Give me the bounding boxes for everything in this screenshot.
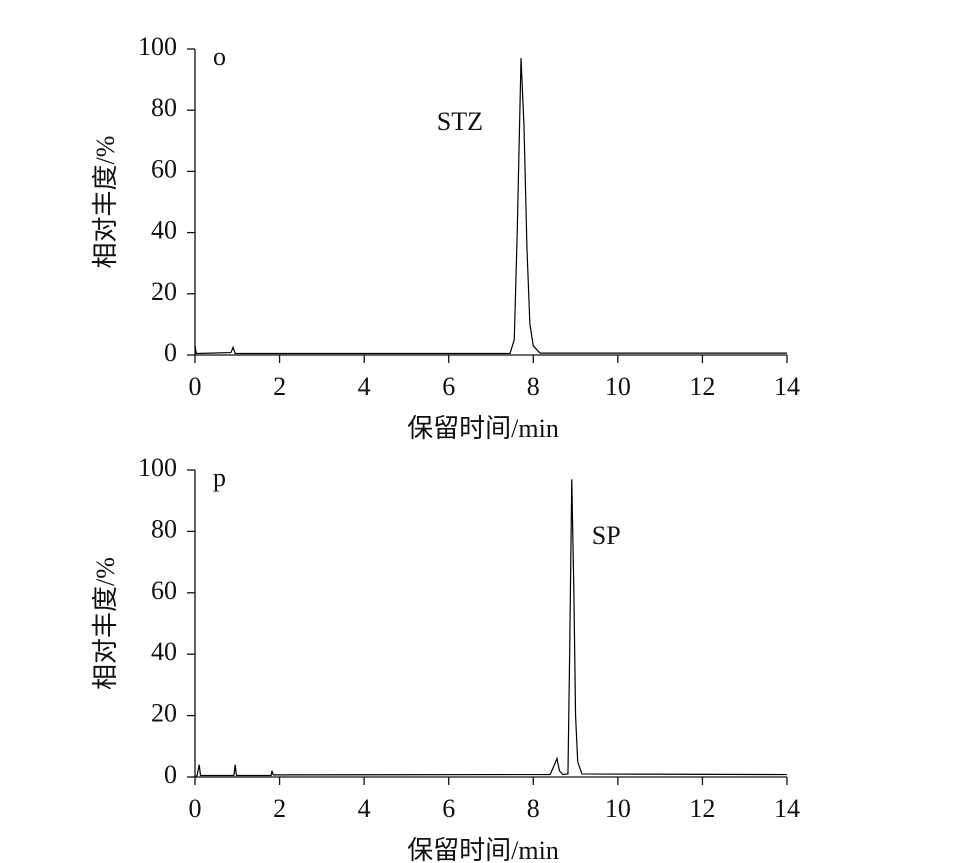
x-axis-label: 保留时间/min	[407, 414, 559, 443]
y-axis-label: 相对丰度/%	[91, 136, 120, 269]
y-tick-label: 80	[151, 93, 177, 122]
x-tick-label: 6	[442, 372, 455, 401]
x-tick-label: 10	[605, 372, 631, 401]
x-tick-label: 2	[273, 372, 286, 401]
y-tick-label: 60	[151, 576, 177, 605]
x-tick-label: 0	[189, 372, 202, 401]
x-tick-label: 10	[605, 794, 631, 823]
x-tick-label: 12	[689, 372, 715, 401]
y-tick-label: 20	[151, 277, 177, 306]
y-tick-label: 0	[164, 338, 177, 367]
x-tick-label: 8	[527, 372, 540, 401]
x-axis-label: 保留时间/min	[407, 836, 559, 863]
y-tick-label: 40	[151, 216, 177, 245]
x-tick-label: 4	[358, 794, 371, 823]
y-tick-label: 40	[151, 637, 177, 666]
panel-label: o	[213, 42, 226, 71]
peak-annotation: SP	[592, 521, 621, 550]
x-tick-label: 14	[774, 794, 800, 823]
x-tick-label: 8	[527, 794, 540, 823]
y-axis-label: 相对丰度/%	[91, 557, 120, 690]
x-tick-label: 14	[774, 372, 800, 401]
x-tick-label: 2	[273, 794, 286, 823]
chromatogram-line	[194, 479, 788, 778]
panel-label: p	[213, 463, 226, 492]
y-tick-label: 100	[138, 453, 177, 482]
x-tick-label: 0	[189, 794, 202, 823]
x-tick-label: 12	[689, 794, 715, 823]
y-tick-label: 60	[151, 154, 177, 183]
y-tick-label: 20	[151, 699, 177, 728]
x-tick-label: 6	[442, 794, 455, 823]
y-tick-label: 0	[164, 760, 177, 789]
x-tick-label: 4	[358, 372, 371, 401]
y-tick-label: 80	[151, 514, 177, 543]
y-tick-label: 100	[138, 32, 177, 61]
chromatogram-line	[194, 58, 787, 355]
peak-annotation: STZ	[437, 107, 483, 136]
